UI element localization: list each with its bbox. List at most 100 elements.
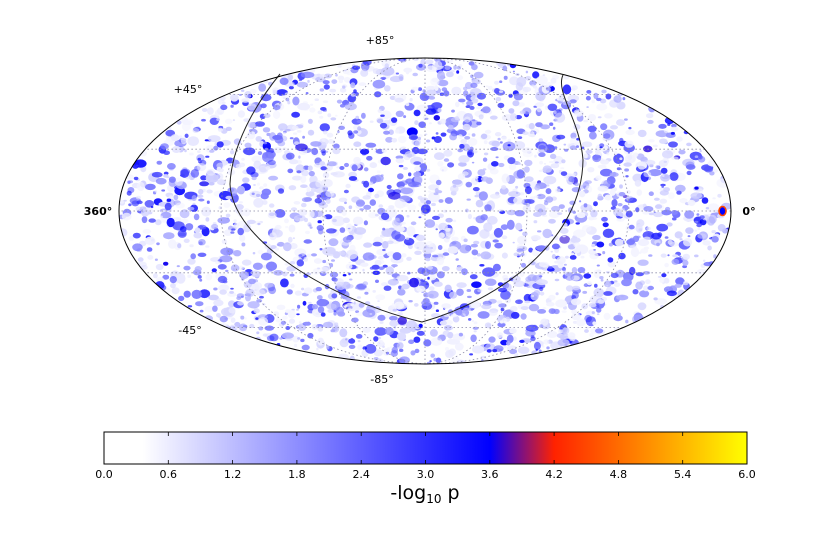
significance-blob: [417, 267, 426, 275]
significance-blob: [371, 264, 380, 270]
significance-blob: [253, 308, 260, 314]
significance-blob: [629, 266, 636, 276]
significance-blob: [329, 254, 334, 257]
significance-blob: [586, 90, 592, 94]
significance-blob: [562, 84, 572, 95]
significance-blob: [257, 182, 260, 186]
significance-blob: [485, 343, 496, 351]
significance-blob: [207, 107, 214, 115]
significance-blob: [332, 251, 341, 259]
significance-blob: [665, 206, 671, 212]
significance-blob: [544, 105, 549, 110]
significance-blob: [655, 165, 660, 169]
significance-blob: [465, 119, 470, 123]
significance-blob: [468, 318, 472, 321]
significance-blob: [162, 274, 170, 280]
significance-blob: [264, 282, 274, 288]
significance-blob: [563, 75, 570, 80]
significance-blob: [380, 110, 392, 120]
significance-blob: [437, 160, 444, 167]
significance-blob: [453, 219, 457, 223]
significance-blob: [608, 242, 614, 247]
significance-blob: [303, 239, 313, 244]
significance-blob: [458, 98, 466, 103]
significance-blob: [560, 167, 565, 170]
significance-blob: [409, 277, 419, 288]
significance-blob: [605, 285, 609, 287]
significance-blob: [443, 90, 450, 97]
significance-blob: [416, 148, 428, 155]
significance-blob: [483, 357, 489, 362]
significance-blob: [150, 205, 154, 209]
significance-blob: [643, 236, 651, 240]
significance-blob: [648, 191, 654, 196]
significance-blob: [585, 95, 591, 101]
significance-blob: [391, 138, 398, 143]
significance-blob: [263, 141, 268, 145]
lon-label-360: 360°: [84, 205, 112, 218]
significance-blob: [449, 291, 458, 299]
significance-blob: [359, 208, 365, 211]
significance-blob: [507, 157, 516, 165]
significance-blob: [441, 303, 451, 309]
significance-blob: [690, 192, 703, 199]
significance-blob: [605, 93, 612, 100]
significance-blob: [483, 140, 488, 145]
significance-blob: [596, 313, 600, 316]
significance-blob: [345, 297, 352, 302]
significance-blob: [319, 161, 326, 166]
significance-blob: [565, 285, 574, 292]
significance-blob: [241, 242, 246, 247]
significance-blob: [235, 204, 244, 210]
significance-blob: [465, 105, 471, 108]
significance-blob: [432, 215, 440, 220]
significance-blob: [163, 232, 175, 240]
significance-blob: [533, 341, 541, 351]
significance-blob: [549, 160, 554, 164]
significance-blob: [383, 285, 392, 291]
significance-blob: [560, 171, 568, 177]
significance-blob: [656, 242, 660, 247]
significance-blob: [562, 235, 566, 238]
significance-blob: [375, 279, 379, 283]
significance-blob: [298, 321, 302, 324]
significance-blob: [428, 96, 436, 100]
significance-blob: [616, 167, 622, 171]
graticule-meridian: [424, 58, 630, 364]
significance-blob: [701, 197, 709, 204]
lat-label-plus45: +45°: [174, 83, 203, 96]
significance-blob: [166, 217, 175, 228]
significance-blob: [494, 80, 499, 85]
significance-blob: [360, 148, 370, 155]
significance-blob: [410, 135, 418, 140]
significance-blob: [420, 279, 426, 282]
significance-blob: [550, 163, 560, 169]
significance-blob: [674, 231, 683, 239]
significance-blob: [348, 205, 353, 210]
significance-blob: [516, 243, 523, 250]
significance-blob: [443, 149, 453, 157]
significance-blob: [713, 254, 717, 259]
significance-blob: [699, 215, 705, 220]
significance-blob: [563, 263, 567, 266]
significance-blob: [583, 273, 592, 279]
significance-blob: [512, 336, 517, 341]
significance-blob: [591, 99, 595, 104]
significance-blob: [450, 314, 458, 318]
significance-blob: [292, 335, 300, 343]
significance-blob: [696, 223, 702, 228]
significance-blob: [519, 192, 525, 196]
significance-blob: [548, 218, 556, 224]
significance-blob: [604, 113, 613, 119]
significance-blob: [597, 164, 607, 169]
significance-blob: [260, 252, 272, 261]
significance-blob: [540, 209, 547, 216]
significance-blob: [406, 256, 412, 261]
significance-blob: [344, 102, 357, 111]
significance-blob: [322, 100, 329, 103]
significance-blob: [498, 90, 504, 93]
significance-blob: [491, 140, 501, 147]
significance-blob: [576, 145, 579, 148]
significance-blob: [492, 239, 499, 243]
significance-blob: [168, 195, 174, 200]
